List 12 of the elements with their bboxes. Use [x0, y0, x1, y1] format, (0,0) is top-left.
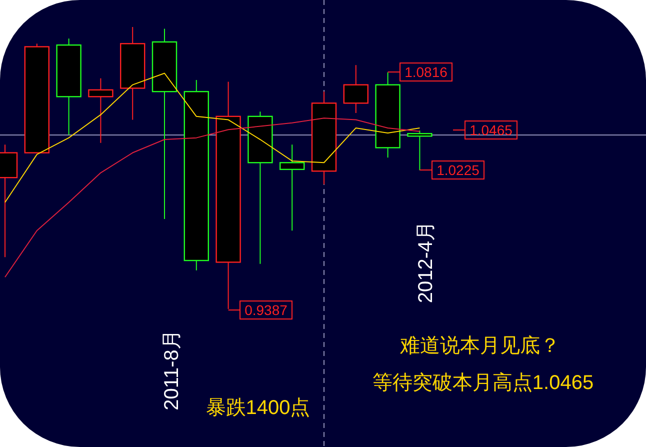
text: 2011-8月: [161, 330, 183, 410]
annotation: 2012-4月: [415, 220, 437, 304]
text: 暴跌1400点: [206, 397, 310, 419]
candlestick: [280, 144, 305, 232]
annotation: 1.0816: [404, 64, 448, 80]
text: 1.0465: [470, 122, 513, 138]
annotation: 0.9387: [244, 302, 288, 318]
text: 1.0225: [436, 162, 480, 178]
candlestick: [343, 64, 368, 114]
text: 等待突破本月高点1.0465: [372, 371, 594, 394]
candlestick: [88, 78, 114, 144]
text: 难道说本月见底？: [399, 335, 560, 357]
